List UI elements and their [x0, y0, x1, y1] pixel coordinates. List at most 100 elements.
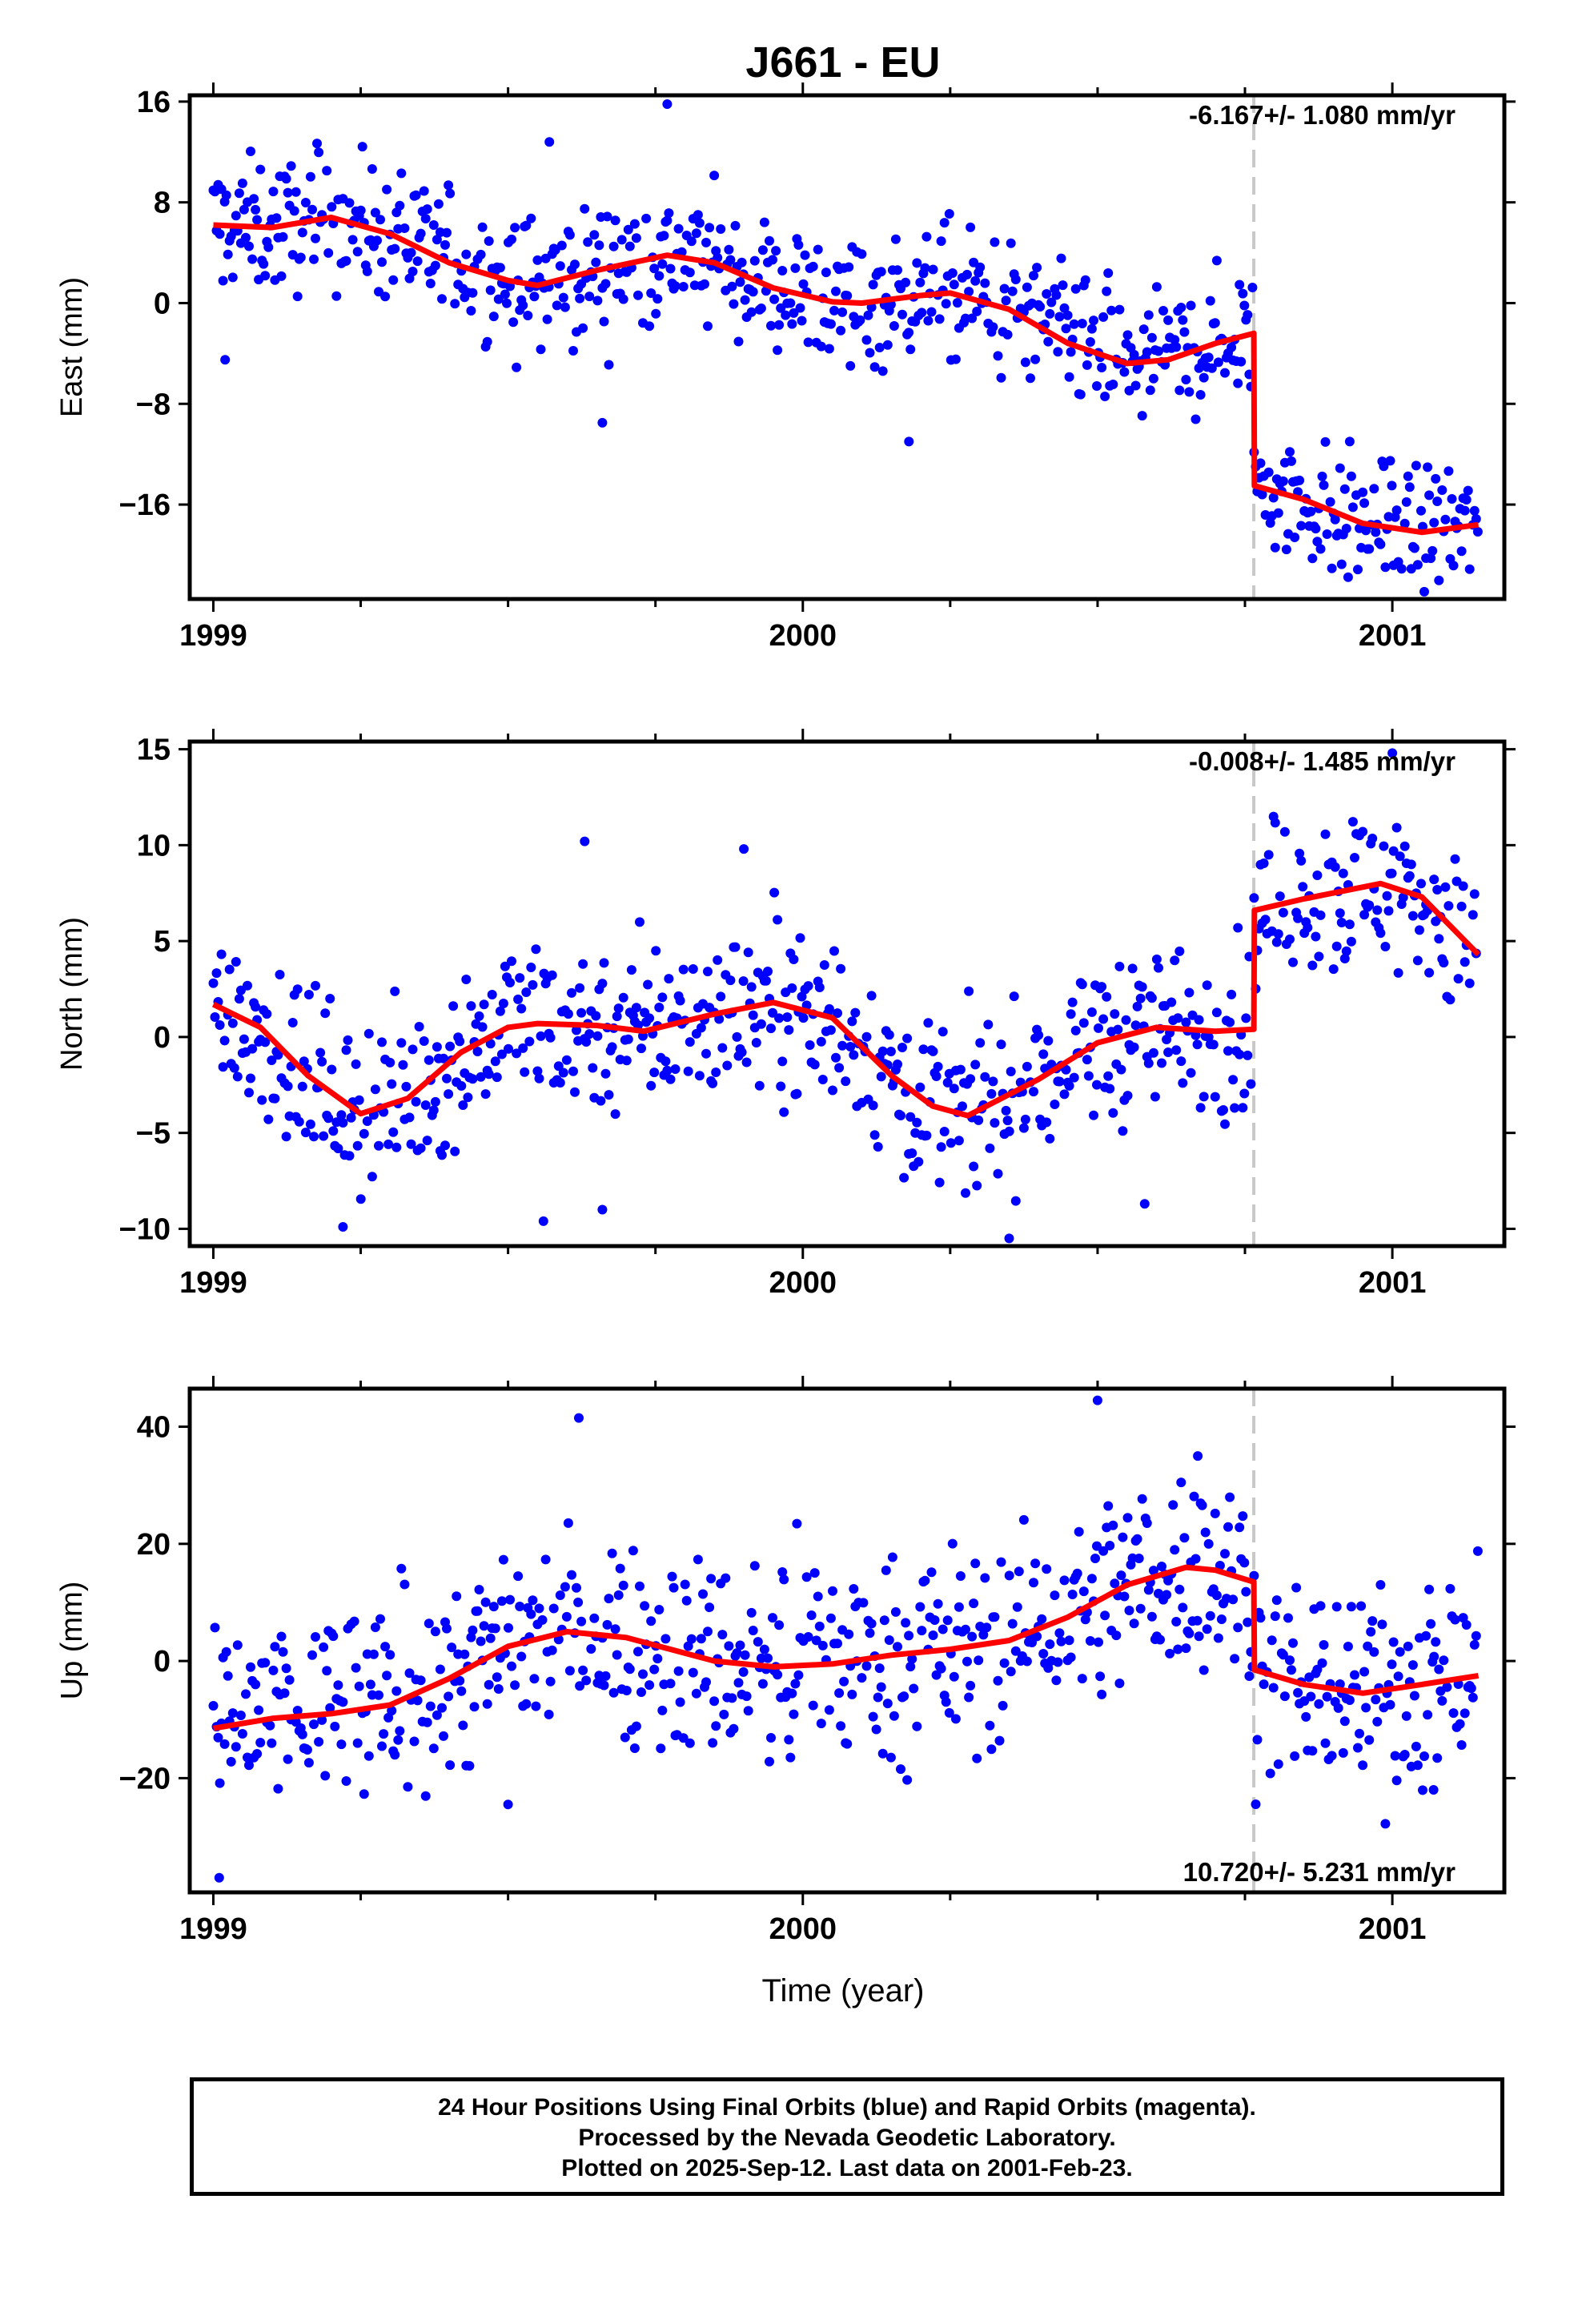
data-point	[665, 1074, 676, 1084]
data-point	[560, 302, 570, 312]
data-point	[362, 266, 372, 276]
data-point	[322, 166, 332, 176]
data-point	[1103, 1501, 1114, 1511]
data-point	[1315, 544, 1326, 554]
data-point	[349, 1616, 359, 1626]
data-point	[1401, 497, 1411, 507]
data-point	[273, 1783, 283, 1794]
data-point	[576, 1007, 587, 1018]
data-point	[404, 1668, 415, 1679]
data-point	[792, 1518, 802, 1529]
data-point	[813, 1591, 823, 1602]
data-point	[547, 1645, 557, 1655]
data-point	[311, 980, 320, 991]
data-point	[1235, 1049, 1245, 1059]
data-point	[276, 271, 287, 281]
data-point	[227, 1708, 238, 1719]
data-point	[255, 164, 266, 175]
data-point	[1320, 436, 1331, 447]
data-point	[492, 1072, 502, 1083]
data-point	[1412, 955, 1423, 966]
data-point	[1472, 1546, 1483, 1556]
data-point	[680, 1579, 690, 1590]
data-point	[1424, 967, 1435, 978]
data-point	[420, 1791, 431, 1801]
data-point	[492, 1672, 502, 1683]
data-point	[1339, 954, 1350, 963]
data-point	[635, 1581, 644, 1591]
data-point	[665, 1679, 676, 1689]
data-point	[1388, 846, 1399, 856]
data-point	[816, 1036, 826, 1047]
data-point	[885, 1047, 896, 1056]
data-point	[328, 1631, 339, 1642]
data-point	[1307, 1746, 1318, 1756]
data-point	[803, 337, 813, 348]
data-point	[792, 1088, 802, 1099]
data-point	[333, 1680, 343, 1691]
data-point	[1124, 385, 1134, 396]
data-point	[581, 1675, 592, 1686]
data-point	[1146, 1611, 1157, 1622]
data-point	[683, 1066, 693, 1076]
data-point	[644, 1680, 655, 1691]
data-point	[741, 1691, 752, 1702]
data-point	[769, 294, 780, 304]
data-point	[664, 974, 674, 984]
data-point	[1092, 381, 1102, 391]
data-point	[909, 1683, 919, 1694]
data-point	[1148, 373, 1158, 384]
data-point	[1001, 1105, 1011, 1116]
data-point	[1366, 1626, 1376, 1637]
data-point	[1004, 1570, 1014, 1581]
data-point	[1210, 318, 1220, 328]
data-point	[325, 994, 335, 1003]
data-point	[365, 1679, 375, 1690]
data-point	[1426, 1618, 1436, 1629]
data-point	[1207, 363, 1217, 373]
data-point	[740, 295, 750, 305]
data-point	[889, 321, 899, 331]
data-point	[596, 1096, 606, 1106]
data-point	[243, 980, 252, 991]
data-point	[1051, 290, 1062, 300]
data-point	[1255, 458, 1266, 468]
data-point	[691, 1688, 701, 1699]
data-point	[1148, 1566, 1158, 1576]
data-point	[915, 1602, 926, 1612]
data-point	[1174, 946, 1185, 956]
data-point	[1391, 822, 1402, 833]
data-point	[493, 1684, 504, 1694]
data-point	[1403, 1641, 1413, 1651]
data-point	[1399, 518, 1410, 529]
data-point	[450, 1146, 460, 1156]
data-point	[382, 1671, 392, 1681]
data-point	[1445, 995, 1456, 1005]
data-point	[474, 1011, 484, 1021]
data-point	[283, 187, 293, 198]
data-point	[1466, 1683, 1476, 1694]
data-point	[748, 1626, 758, 1635]
data-point	[1432, 885, 1443, 895]
data-point	[1371, 527, 1381, 537]
data-point	[711, 1721, 721, 1731]
data-point	[500, 961, 510, 971]
data-point	[933, 1061, 943, 1072]
plot-frame-north	[187, 739, 1507, 1248]
data-point	[448, 1001, 459, 1011]
data-point	[616, 235, 627, 245]
data-point	[1369, 484, 1379, 494]
data-point	[1194, 1015, 1204, 1025]
data-point	[1359, 910, 1370, 920]
data-point	[1246, 1079, 1256, 1089]
data-point	[972, 306, 982, 316]
y-tick-label: 15	[137, 734, 171, 767]
data-point	[1335, 908, 1345, 919]
data-point	[1312, 537, 1323, 547]
data-point	[1319, 480, 1329, 490]
data-point	[729, 1723, 739, 1734]
data-point	[1375, 1580, 1386, 1590]
data-point	[420, 214, 431, 223]
data-point	[445, 188, 456, 199]
data-point	[1380, 1819, 1391, 1829]
